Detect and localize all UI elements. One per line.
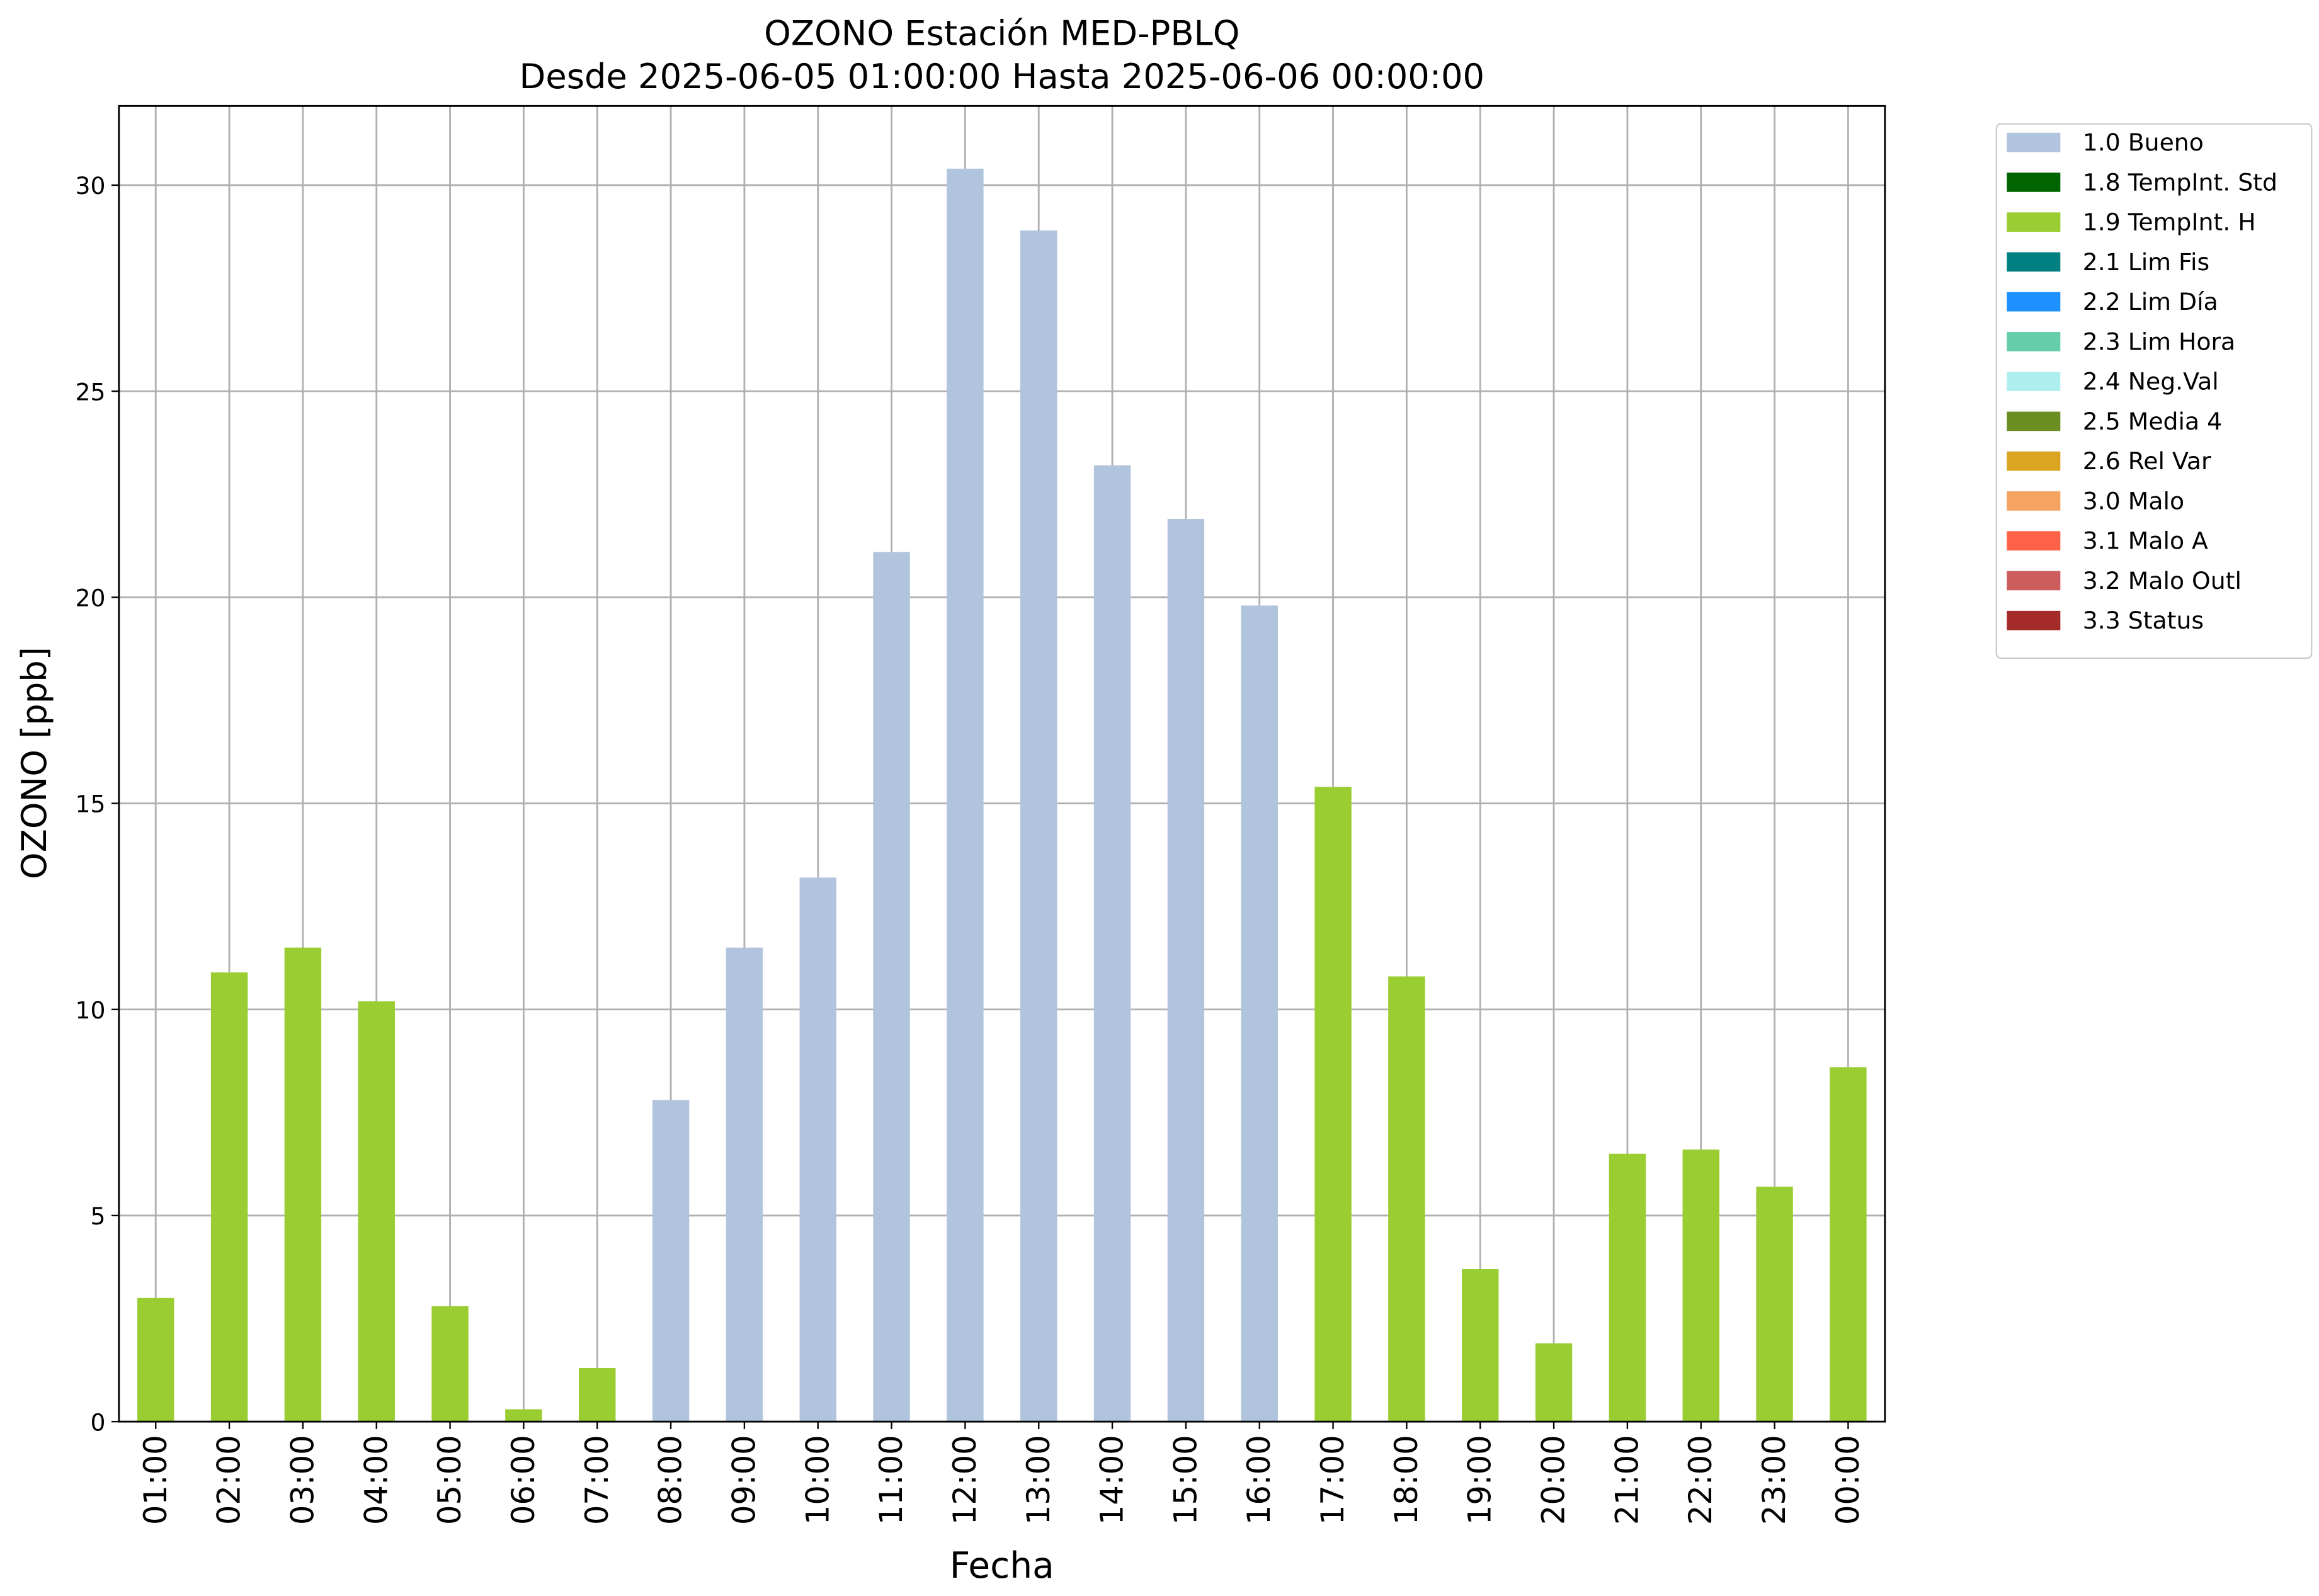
bar [1388, 976, 1425, 1422]
x-tick-label: 20:00 [1536, 1435, 1572, 1525]
y-tick-label: 30 [76, 172, 106, 200]
legend-label: 3.0 Malo [2083, 487, 2184, 515]
bar [1609, 1153, 1646, 1422]
legend-box [1995, 123, 2313, 659]
legend-label: 3.3 Status [2083, 607, 2204, 634]
x-tick-label: 13:00 [1020, 1435, 1057, 1525]
legend-swatch [2007, 491, 2061, 511]
legend-label: 3.1 Malo A [2083, 527, 2208, 555]
x-tick-label: 01:00 [137, 1435, 174, 1525]
legend-label: 2.4 Neg.Val [2083, 368, 2219, 396]
legend-swatch [2007, 252, 2061, 272]
legend-label: 2.3 Lim Hora [2083, 328, 2235, 355]
bar [284, 947, 322, 1422]
plot-frame [118, 105, 1886, 1423]
legend-label: 3.2 Malo Outl [2083, 567, 2242, 595]
x-tick-label: 05:00 [431, 1435, 468, 1525]
bar [799, 877, 836, 1422]
bar [1314, 787, 1352, 1422]
bar [873, 552, 910, 1422]
x-tick-label: 04:00 [358, 1435, 394, 1525]
x-tick-label: 17:00 [1314, 1435, 1351, 1525]
x-tick-label: 15:00 [1167, 1435, 1204, 1525]
chart-title: OZONO Estación MED-PBLQ [764, 14, 1239, 54]
x-tick-label: 18:00 [1388, 1435, 1425, 1525]
x-tick-label: 11:00 [873, 1435, 909, 1525]
legend-swatch [2007, 372, 2061, 391]
bar [1830, 1067, 1867, 1422]
legend-label: 2.1 Lim Fis [2083, 248, 2209, 276]
x-tick-label: 08:00 [652, 1435, 689, 1525]
bar [358, 1001, 395, 1422]
x-tick-label: 21:00 [1609, 1435, 1645, 1525]
legend-swatch [2007, 212, 2061, 232]
legend-swatch [2007, 610, 2061, 630]
legend-swatch [2007, 332, 2061, 351]
y-tick-label: 10 [76, 996, 106, 1024]
bar [1167, 519, 1205, 1422]
chart-subtitle: Desde 2025-06-05 01:00:00 Hasta 2025-06-… [520, 57, 1485, 96]
x-tick-label: 03:00 [284, 1435, 321, 1525]
y-tick-label: 0 [91, 1408, 106, 1436]
legend-label: 2.5 Media 4 [2083, 408, 2222, 435]
bar [505, 1409, 542, 1422]
x-tick-label: 10:00 [799, 1435, 836, 1525]
bar [210, 972, 248, 1422]
legend-swatch [2007, 571, 2061, 591]
x-tick-label: 02:00 [211, 1435, 248, 1525]
bar [431, 1306, 469, 1422]
legend-swatch [2007, 531, 2061, 551]
x-axis-label: Fecha [950, 1545, 1054, 1587]
bar [726, 947, 763, 1422]
bar [947, 168, 984, 1422]
legend-swatch [2007, 173, 2061, 192]
y-tick-label: 20 [76, 584, 106, 612]
bar [1682, 1149, 1719, 1422]
x-tick-label: 14:00 [1094, 1435, 1131, 1525]
x-tick-label: 16:00 [1241, 1435, 1277, 1525]
x-tick-label: 07:00 [579, 1435, 615, 1525]
bar [1462, 1269, 1499, 1422]
legend-label: 2.2 Lim Día [2083, 288, 2218, 316]
bar [1241, 605, 1278, 1422]
y-tick-label: 5 [91, 1202, 106, 1230]
y-tick-label: 15 [76, 790, 106, 818]
y-axis-label: OZONO [ppb] [14, 647, 54, 879]
x-tick-label: 00:00 [1830, 1435, 1866, 1525]
legend-swatch [2007, 451, 2061, 471]
bar [1020, 230, 1057, 1422]
legend-swatch [2007, 292, 2061, 312]
y-tick-label: 25 [76, 378, 106, 406]
x-tick-label: 19:00 [1462, 1435, 1498, 1525]
x-tick-label: 12:00 [947, 1435, 983, 1525]
bar [1756, 1187, 1793, 1422]
legend-swatch [2007, 132, 2061, 152]
bar [579, 1368, 616, 1422]
legend-label: 1.8 TempInt. Std [2083, 168, 2277, 196]
legend-label: 2.6 Rel Var [2083, 447, 2211, 475]
x-tick-label: 23:00 [1756, 1435, 1792, 1525]
x-tick-label: 09:00 [726, 1435, 762, 1525]
bar [1093, 465, 1131, 1422]
legend-swatch [2007, 411, 2061, 431]
legend-label: 1.9 TempInt. H [2083, 208, 2256, 236]
x-tick-label: 06:00 [505, 1435, 542, 1525]
legend-label: 1.0 Bueno [2083, 128, 2204, 156]
bar [652, 1100, 690, 1422]
bar [137, 1297, 174, 1422]
x-tick-label: 22:00 [1682, 1435, 1719, 1525]
bar [1535, 1343, 1573, 1422]
